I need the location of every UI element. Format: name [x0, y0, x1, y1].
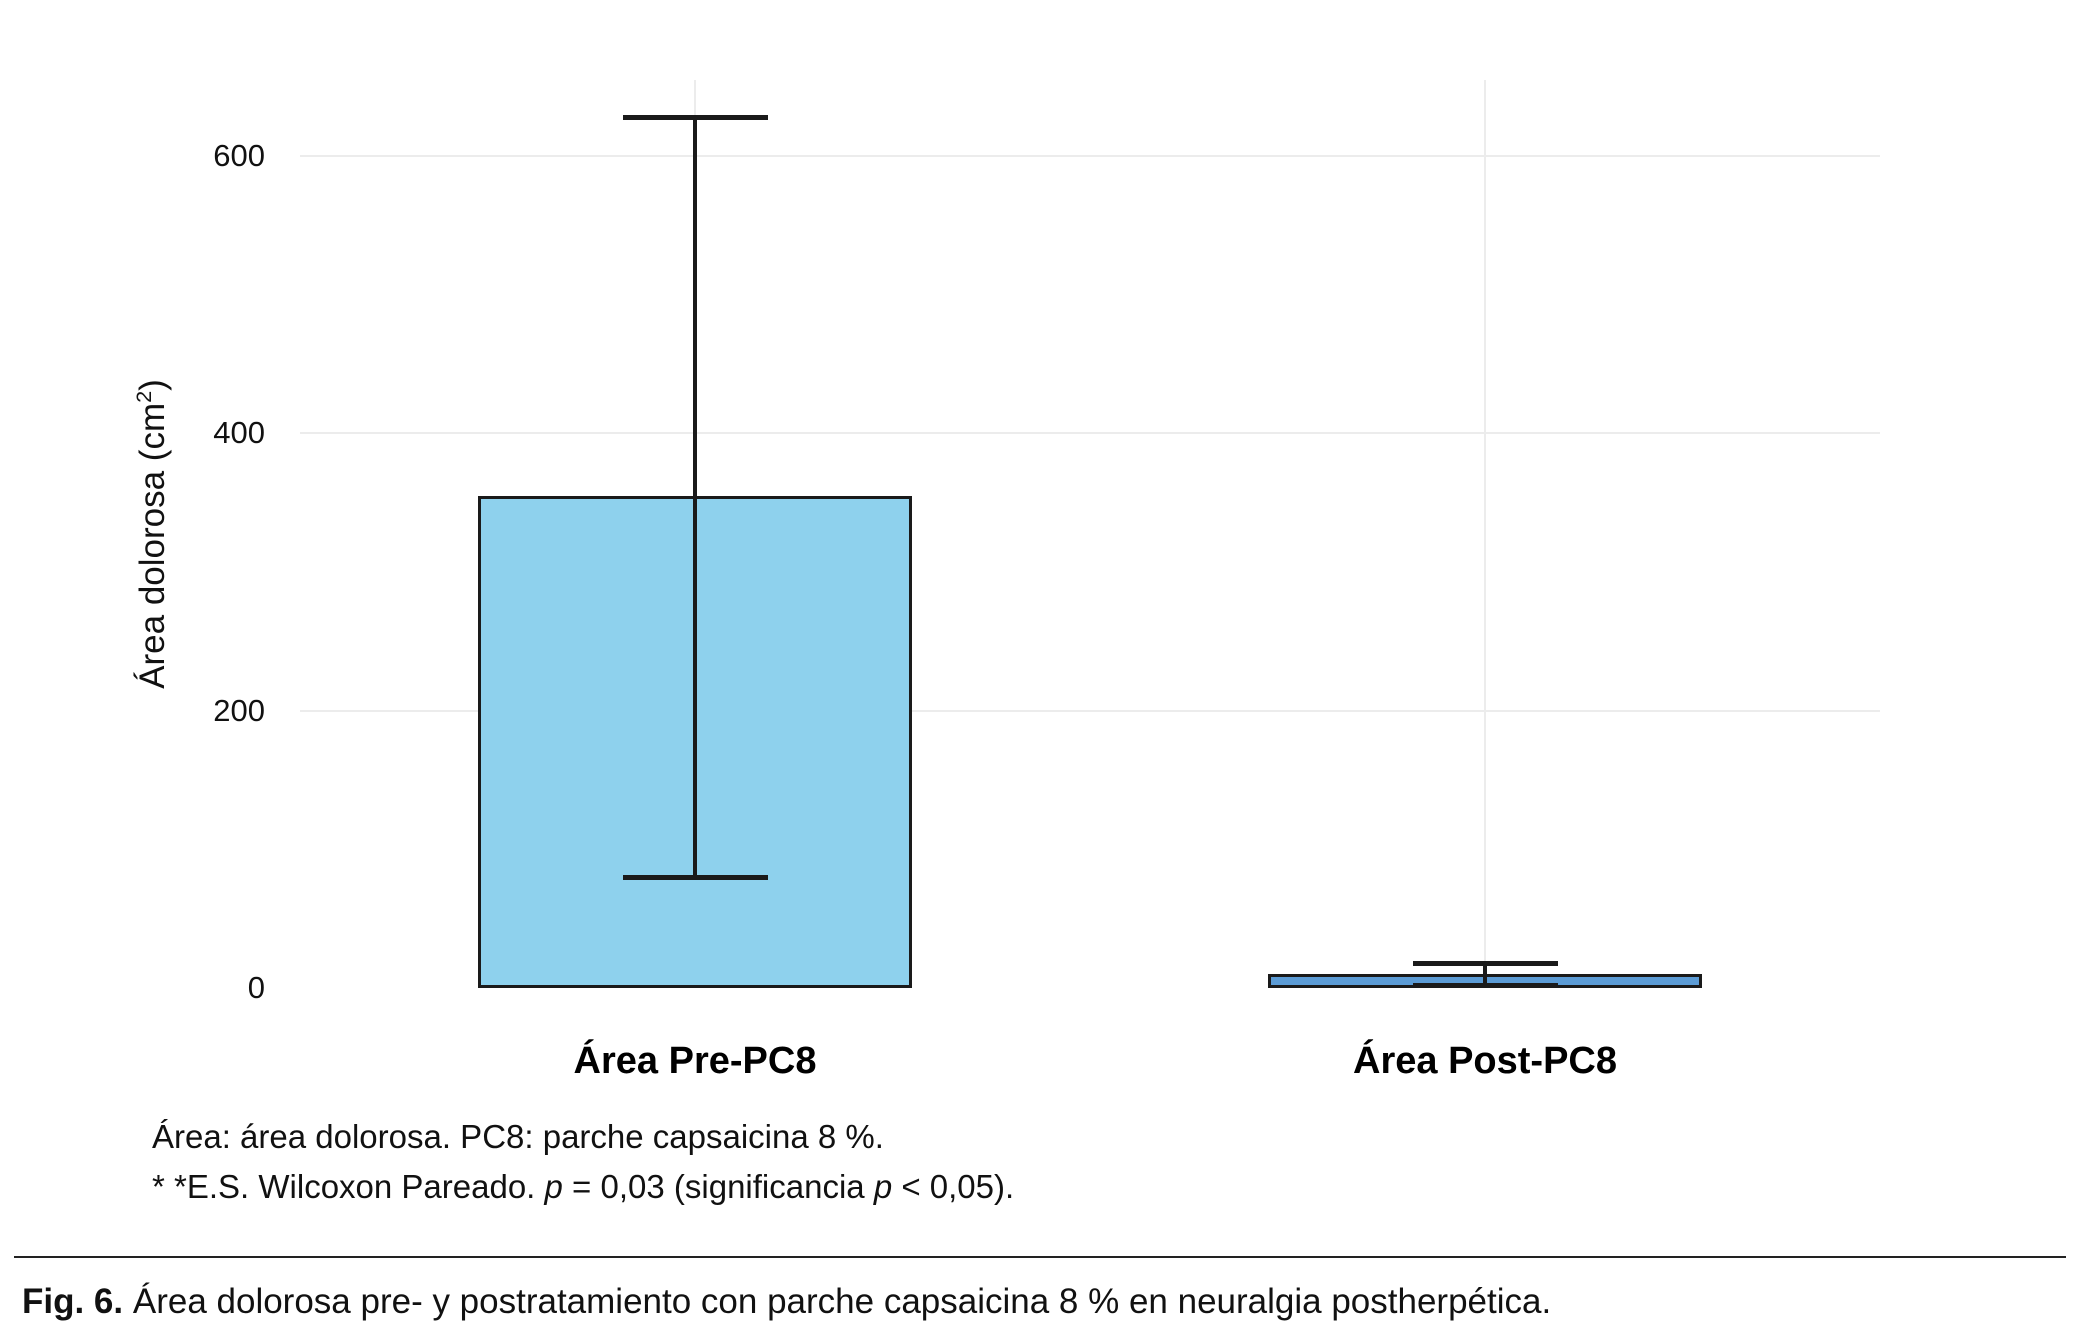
note-line-2-p-italic: p	[873, 1167, 893, 1205]
y-axis-title-text-end: )	[132, 379, 172, 391]
caption-divider-line	[14, 1256, 2066, 1258]
error-bar-line	[693, 117, 697, 878]
error-bar-cap-bottom	[622, 874, 768, 880]
error-bar-cap-top	[622, 114, 768, 120]
figure-caption-text: Área dolorosa pre- y postratamiento con …	[132, 1282, 1552, 1321]
y-axis-title-superscript: 2	[131, 390, 157, 403]
category-label: Área Pre-PC8	[573, 1040, 817, 1082]
figure-label: Fig. 6.	[22, 1282, 124, 1321]
horizontal-gridline	[300, 709, 1880, 712]
note-line-2: * *E.S. Wilcoxon Pareado. p = 0,03 (sign…	[152, 1162, 1014, 1212]
y-tick-label: 0	[247, 970, 265, 1005]
y-tick-label: 200	[213, 692, 265, 728]
figure-caption: Fig. 6. Área dolorosa pre- y postratamie…	[22, 1282, 1551, 1322]
note-line-2-segment: = 0,03 (significancia	[562, 1167, 874, 1205]
note-line-1: Área: área dolorosa. PC8: parche capsaic…	[152, 1118, 884, 1155]
y-tick-label: 600	[213, 138, 265, 174]
error-bar-cap-bottom	[1412, 982, 1558, 988]
footnotes: Área: área dolorosa. PC8: parche capsaic…	[152, 1112, 1014, 1211]
plot-area: 0 200 400 600 Área Pre-PC8 Área Post-PC8	[213, 80, 1880, 1082]
horizontal-gridline	[300, 432, 1880, 435]
note-line-2-segment: * *E.S. Wilcoxon Pareado.	[152, 1167, 545, 1205]
vertical-gridline	[1484, 80, 1486, 988]
note-line-2-p-italic: p	[544, 1167, 563, 1205]
note-line-2-segment: < 0,05).	[892, 1167, 1015, 1205]
horizontal-gridline	[300, 155, 1880, 158]
error-bar-line	[1483, 963, 1487, 986]
error-bar-cap-top	[1412, 960, 1558, 966]
category-label: Área Post-PC8	[1353, 1040, 1617, 1082]
y-tick-label: 400	[213, 415, 265, 451]
